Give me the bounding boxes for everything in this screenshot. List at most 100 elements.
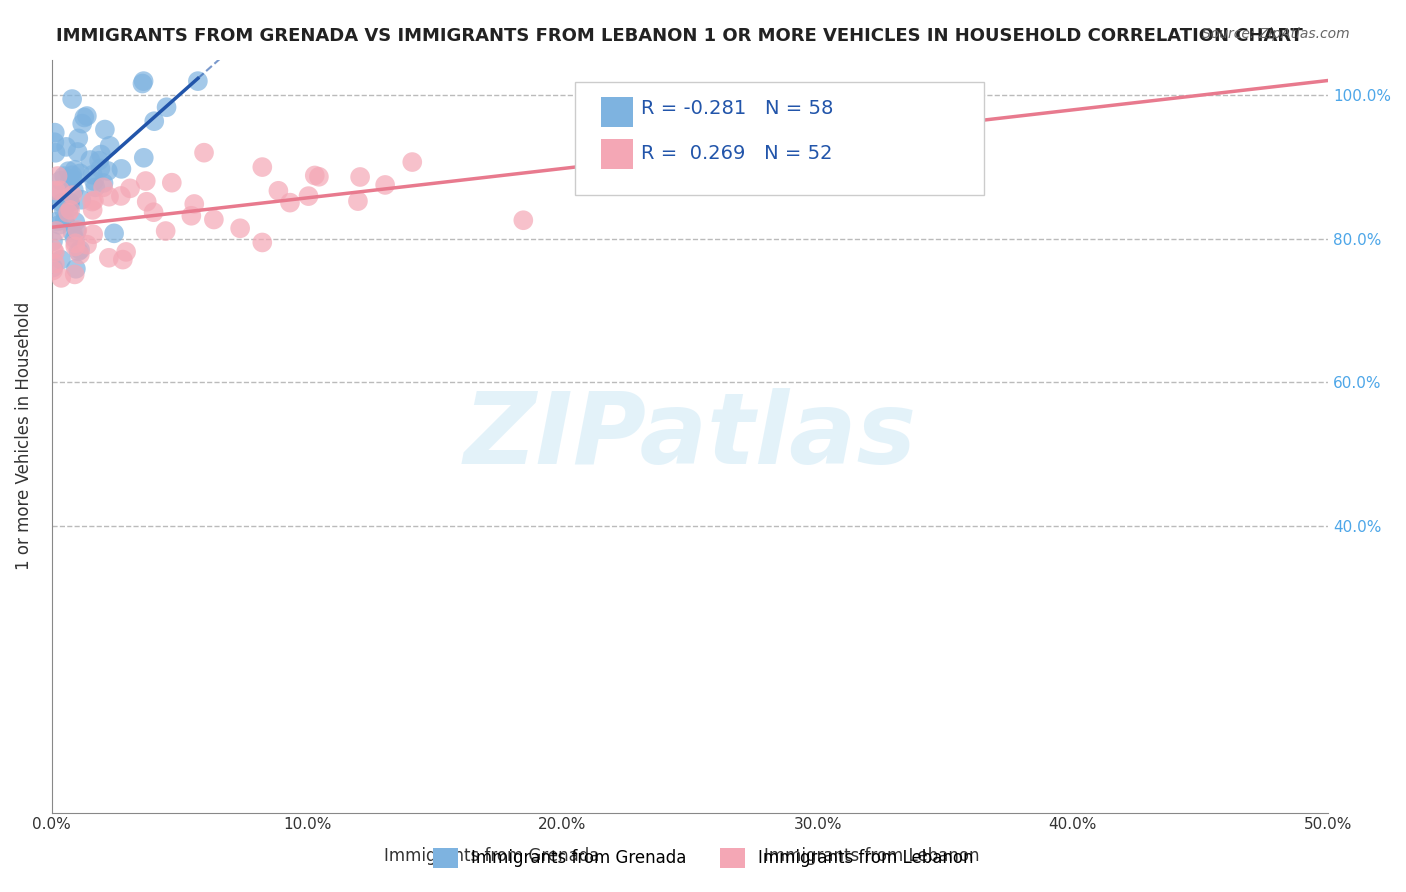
Point: [82, 202, 104, 217]
Point: [304, 169, 326, 183]
Point: [65, 215, 87, 229]
Point: [62, 188, 84, 202]
Point: [267, 184, 290, 198]
Point: [183, 197, 205, 211]
Point: [69, 243, 91, 257]
Point: [45, 184, 67, 198]
Point: [160, 176, 183, 190]
Point: [44, 145, 66, 160]
Point: [58, 164, 80, 178]
Text: Immigrants from Grenada: Immigrants from Grenada: [384, 847, 600, 865]
Point: [69, 166, 91, 180]
Point: [202, 212, 225, 227]
Text: Immigrants from Lebanon: Immigrants from Lebanon: [763, 847, 980, 865]
Point: [110, 161, 132, 176]
Point: [132, 151, 155, 165]
Point: [252, 160, 274, 174]
Point: [66, 145, 89, 159]
Point: [65, 239, 87, 253]
Point: [82, 194, 104, 209]
Point: [67, 131, 90, 145]
Point: [91, 180, 114, 194]
Point: [79, 153, 101, 167]
Point: [65, 236, 87, 251]
Point: [193, 145, 215, 160]
Point: [103, 227, 125, 241]
Point: [94, 122, 117, 136]
Point: [44, 245, 66, 260]
Point: [45, 224, 67, 238]
Point: [42, 263, 65, 277]
Text: R =  0.269   N = 52: R = 0.269 N = 52: [641, 145, 832, 163]
Point: [44, 186, 66, 201]
Point: [120, 181, 142, 195]
Point: [131, 77, 153, 91]
Point: [49, 183, 72, 197]
Point: [135, 194, 157, 209]
Point: [84, 180, 107, 194]
Point: [229, 221, 252, 235]
Point: [62, 172, 84, 186]
Point: [55, 140, 77, 154]
Point: [49, 252, 72, 267]
Point: [97, 251, 120, 265]
Point: [70, 117, 93, 131]
Point: [83, 194, 105, 208]
Point: [401, 155, 423, 169]
Point: [90, 147, 112, 161]
Point: [49, 173, 72, 187]
Point: [666, 168, 689, 182]
Point: [98, 190, 121, 204]
Point: [58, 174, 80, 188]
Point: [111, 252, 134, 267]
Point: [187, 74, 209, 88]
Point: [87, 153, 110, 168]
Point: [308, 169, 330, 184]
Point: [70, 193, 93, 207]
Point: [132, 74, 155, 88]
Point: [143, 114, 166, 128]
Point: [65, 261, 87, 276]
Point: [512, 213, 534, 227]
Point: [67, 244, 90, 259]
Point: [60, 92, 83, 106]
Text: Source: ZipAtlas.com: Source: ZipAtlas.com: [1202, 27, 1350, 41]
Point: [82, 227, 104, 242]
Point: [44, 126, 66, 140]
Legend: Immigrants from Grenada, Immigrants from Lebanon: Immigrants from Grenada, Immigrants from…: [426, 841, 980, 875]
Point: [63, 183, 86, 197]
Point: [58, 195, 80, 210]
Point: [142, 205, 165, 219]
Point: [56, 206, 79, 220]
Point: [42, 260, 65, 275]
Point: [44, 135, 66, 149]
Point: [53, 169, 76, 183]
Point: [46, 214, 69, 228]
Point: [63, 232, 86, 246]
Point: [115, 244, 138, 259]
Point: [347, 194, 370, 208]
Point: [63, 162, 86, 177]
Point: [155, 224, 177, 238]
Point: [82, 168, 104, 182]
Point: [278, 195, 301, 210]
Point: [58, 201, 80, 215]
Point: [349, 169, 371, 184]
Point: [53, 213, 76, 227]
Point: [62, 226, 84, 240]
Point: [52, 202, 75, 217]
Text: R = -0.281   N = 58: R = -0.281 N = 58: [641, 99, 834, 118]
Point: [76, 237, 98, 252]
Point: [135, 174, 157, 188]
Point: [42, 234, 65, 248]
Point: [180, 209, 202, 223]
Point: [66, 223, 89, 237]
Text: ZIPatlas: ZIPatlas: [464, 387, 917, 484]
Point: [60, 168, 83, 182]
Point: [51, 271, 73, 285]
Point: [44, 256, 66, 270]
Point: [59, 195, 82, 210]
Point: [46, 169, 69, 183]
Point: [374, 178, 396, 192]
Point: [48, 218, 70, 232]
